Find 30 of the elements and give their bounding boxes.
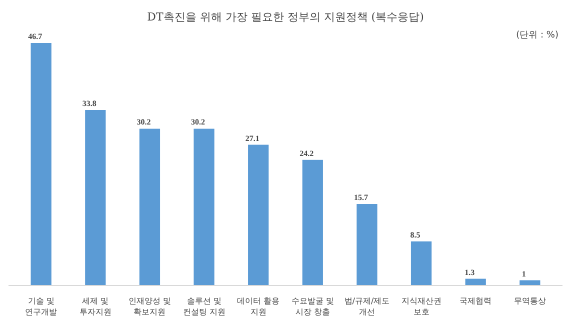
text: (단위 : %) xyxy=(516,30,558,40)
data-label: 27.1 xyxy=(245,134,260,143)
bar xyxy=(194,128,214,286)
data-label: 30.2 xyxy=(136,118,151,127)
x-tick-label: 무역통상 xyxy=(514,296,546,306)
data-label: 30.2 xyxy=(191,118,206,127)
data-label: 33.8 xyxy=(82,99,96,108)
x-tick-label: 세제 및 투자지원 xyxy=(79,296,112,316)
bar xyxy=(85,110,106,286)
bar xyxy=(410,241,432,286)
data-label: 8.5 xyxy=(410,230,420,240)
x-tick-label: 데이터 활용 지원 xyxy=(237,296,280,316)
data-label: 15.7 xyxy=(354,192,368,202)
x-tick-label: 법/규제/제도 개선 xyxy=(344,296,390,316)
chart-title: DT촉진을 위해 가장 필요한 정부의 지원정책 (복수응답) xyxy=(147,10,424,24)
data-label: 1.3 xyxy=(464,268,475,277)
bar xyxy=(356,204,378,286)
x-tick-label: 지식재산권 보호 xyxy=(401,296,442,316)
bar xyxy=(248,144,269,286)
bar xyxy=(302,160,323,286)
data-label: 24.2 xyxy=(300,148,314,158)
x-tick-label: 솔루션 및 컨설팅 지원 xyxy=(182,296,226,316)
x-tick-label: 기술 및 연구개발 xyxy=(25,296,58,316)
x-tick-label: 국제협력 xyxy=(460,296,492,306)
data-label: 46.7 xyxy=(28,32,42,42)
x-tick-label: 인재양성 및 확보지원 xyxy=(128,296,171,316)
x-tick-label: 수요발굴 및 시장 창출 xyxy=(291,296,334,316)
bar xyxy=(139,128,160,286)
bar xyxy=(30,43,52,286)
data-label: 1 xyxy=(522,269,526,278)
